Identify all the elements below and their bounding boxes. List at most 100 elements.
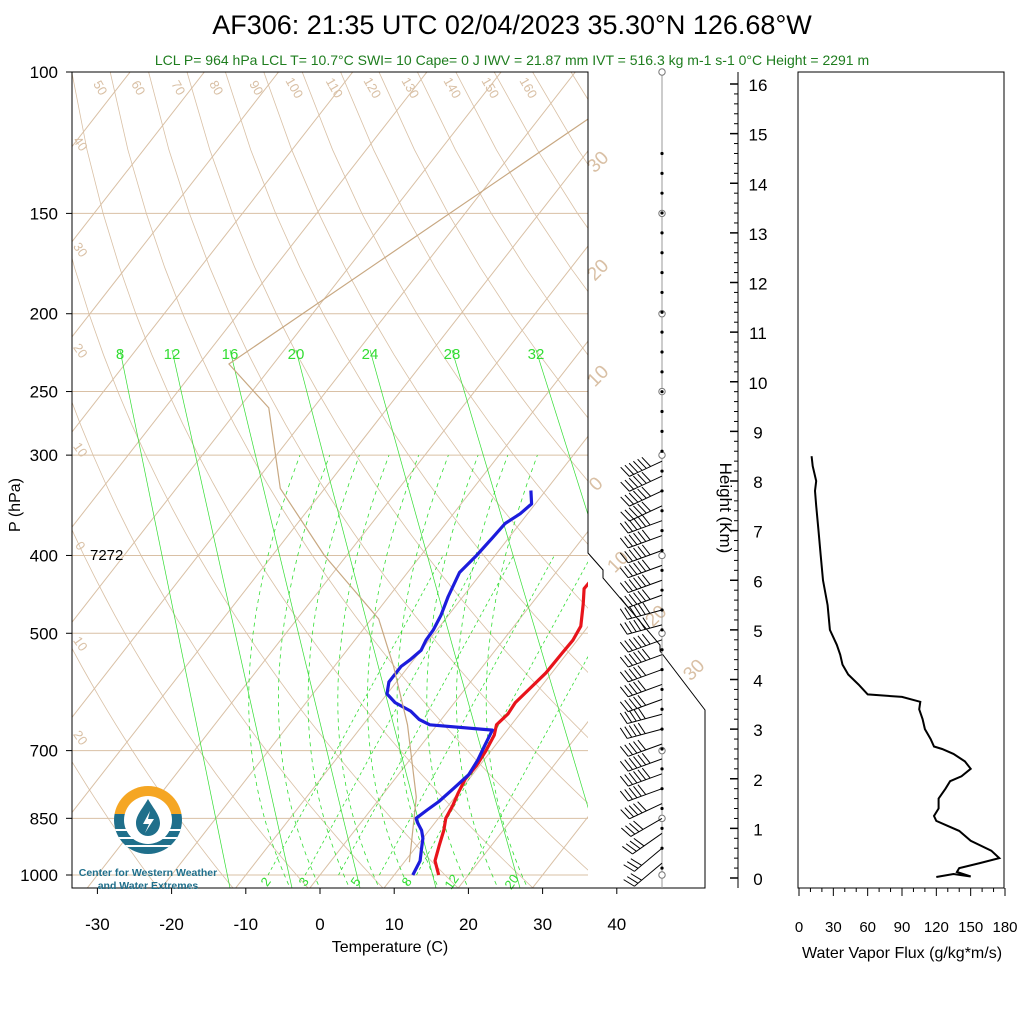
wind-barb-staff <box>628 773 663 787</box>
dry-adiabat-line <box>72 760 159 888</box>
wind-barb-flag <box>641 486 651 497</box>
wind-barb-flag <box>624 607 633 619</box>
wind-barb-flag <box>619 790 629 802</box>
wind-barb-flag <box>633 803 643 814</box>
mixing-ratio-guide <box>369 349 521 888</box>
wind-barb-flag <box>628 620 637 633</box>
mixing-ratio-label-bottom: 12 <box>441 871 462 891</box>
wind-barb <box>619 574 663 594</box>
dry-adiabat-line <box>72 528 309 888</box>
moist-adiabat-line <box>396 454 449 888</box>
dry-adiabat-line <box>532 72 588 166</box>
wind-barb-flag <box>633 637 642 648</box>
wind-barb-flag <box>641 559 651 570</box>
wind-level-circle <box>658 551 666 560</box>
mixing-ratio-line <box>379 555 555 876</box>
wind-barb-flag <box>637 561 647 572</box>
flux-tick-label: 150 <box>958 919 983 936</box>
wind-level-dot <box>660 687 664 692</box>
isotherm-line <box>160 340 588 888</box>
moist-adiabat-line <box>248 454 301 888</box>
wind-barb-flag <box>624 509 634 520</box>
mixing-ratio-label: 8 <box>116 346 124 363</box>
wind-barb-staff <box>628 654 663 668</box>
wind-barb-flag <box>628 787 638 799</box>
wind-barb-flag <box>624 536 633 547</box>
wind-barb-flag <box>637 531 647 542</box>
wind-barb-flag <box>642 602 651 614</box>
x-tick-label: 20 <box>459 915 478 934</box>
wind-barb-flag <box>624 565 633 577</box>
x-tick-label: -20 <box>159 915 184 934</box>
wind-barb <box>620 456 663 477</box>
height-tick-label: 10 <box>749 374 768 393</box>
wind-barb-flag <box>628 805 639 816</box>
chart-title: AF306: 21:35 UTC 02/04/2023 35.30°N 126.… <box>212 10 812 40</box>
wind-barb-flag <box>628 579 638 590</box>
wind-barb-flag <box>624 655 633 666</box>
flux-tick-label: 0 <box>795 919 803 936</box>
wind-barb-flag <box>624 580 633 592</box>
isotherm-label-left: 10 <box>70 633 91 653</box>
wind-barb-flag <box>637 695 647 706</box>
wind-barb-flag <box>637 575 647 587</box>
wind-barb-flag <box>625 843 637 852</box>
wind-barb-flag <box>633 756 642 767</box>
wind-level-dot <box>660 747 664 751</box>
wind-barb-flag <box>624 550 633 562</box>
wind-barb-flag <box>637 801 647 812</box>
wind-barb <box>620 471 663 492</box>
height-tick-label: 11 <box>749 324 767 343</box>
isotherm-label-left: 0 <box>72 538 88 553</box>
wind-barb-flag <box>633 709 642 721</box>
wind-level-dot <box>660 290 664 295</box>
isotherm-label-left: 30 <box>70 239 91 259</box>
isotherm-label-left: 10 <box>70 439 91 459</box>
height-tick-label: 1 <box>753 820 762 839</box>
isotherm-line <box>72 72 279 338</box>
wind-barb-flag <box>633 592 642 603</box>
dry-adiabat-line <box>225 72 588 674</box>
y-tick-label: 150 <box>30 204 58 223</box>
dry-adiabat-label: 80 <box>206 78 226 98</box>
wind-barb-flag <box>628 757 638 769</box>
wind-barb-flag <box>633 604 642 616</box>
wind-barb-flag <box>641 471 651 482</box>
mixing-ratio-label: 12 <box>164 346 181 363</box>
dry-adiabat-label: 90 <box>246 78 266 98</box>
mixing-ratio-line <box>304 555 481 876</box>
wind-barb <box>619 648 663 668</box>
wind-barb-flag <box>621 827 632 837</box>
wind-barb-flag <box>633 577 642 589</box>
height-tick-label: 9 <box>753 423 762 442</box>
wind-barb-staff <box>629 505 663 522</box>
flux-tick-label: 90 <box>894 919 911 936</box>
wind-barb-flag <box>619 775 629 787</box>
x-tick-label: 40 <box>607 915 626 934</box>
wind-barb-staff <box>628 683 663 698</box>
isotherm-line <box>531 815 588 888</box>
wind-barb <box>619 602 663 620</box>
wind-barb-flag <box>637 546 647 557</box>
wind-level-dot <box>660 211 664 215</box>
wind-barb-staff <box>628 743 663 757</box>
wind-barb-flag <box>628 725 637 737</box>
wind-barb-staff <box>628 550 663 564</box>
wind-barb-flag <box>641 767 651 779</box>
wind-barb-flag <box>633 460 643 471</box>
wind-barb-flag <box>624 774 633 785</box>
wind-barb-flag <box>624 684 633 696</box>
wind-barb <box>619 617 663 635</box>
wind-barb-flag <box>620 496 630 507</box>
wind-barb-flag <box>641 633 651 645</box>
wind-barb-flag <box>628 564 638 575</box>
wind-barb-flag <box>641 456 651 467</box>
wind-barb-flag <box>619 671 629 683</box>
wind-barb-flag <box>624 521 633 532</box>
isotherm-line <box>235 435 588 888</box>
wind-barb-flag <box>619 597 629 608</box>
wind-barb-flag <box>633 619 642 631</box>
mixing-ratio-label-bottom: 2 <box>257 874 273 889</box>
wind-barb <box>619 633 663 653</box>
